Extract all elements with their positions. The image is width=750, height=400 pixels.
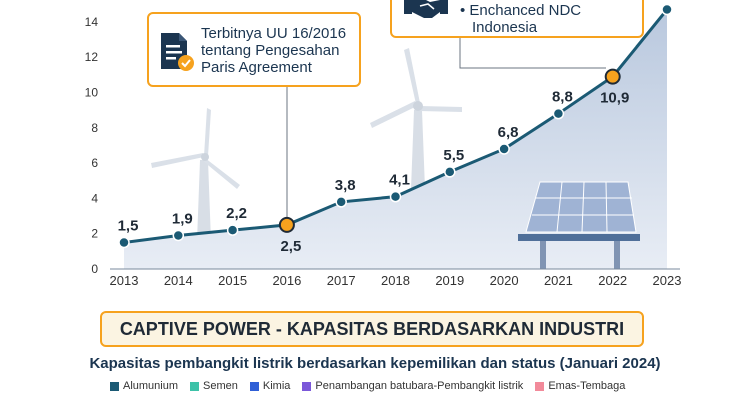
x-tick-label: 2013 xyxy=(110,273,139,288)
data-label: 8,8 xyxy=(552,89,573,106)
data-point xyxy=(389,190,402,203)
data-label: 5,5 xyxy=(443,147,464,164)
data-label: 4,1 xyxy=(389,172,410,189)
data-label: 1,5 xyxy=(118,218,139,235)
data-label: 6,8 xyxy=(498,124,519,141)
chart-subtitle: Kapasitas pembangkit listrik berdasarkan… xyxy=(89,355,661,372)
y-tick-label: 10 xyxy=(85,86,99,100)
x-tick-label: 2021 xyxy=(544,273,573,288)
legend-label: Alumunium xyxy=(123,380,179,392)
legend-swatch xyxy=(190,381,200,391)
callout-1-line-1: Terbitnya UU 16/2016 xyxy=(201,25,347,42)
legend: Alumunium Semen Kimia Penambangan batubara-… xyxy=(110,380,625,392)
data-point xyxy=(335,196,347,208)
x-tick-label: 2018 xyxy=(381,273,410,288)
data-point xyxy=(278,216,295,233)
legend-swatch xyxy=(249,381,259,391)
data-point xyxy=(552,107,565,120)
section-title-banner: CAPTIVE POWER - KAPASITAS BERDASARKAN IN… xyxy=(100,311,644,347)
x-tick-label: 2017 xyxy=(327,273,356,288)
data-point xyxy=(604,68,621,85)
legend-swatch xyxy=(302,381,312,391)
legend-item: Semen xyxy=(190,380,238,392)
x-tick-label: 2016 xyxy=(272,273,301,288)
document-check-icon xyxy=(161,33,194,71)
data-label: 1,9 xyxy=(172,210,193,227)
legend-label: Kimia xyxy=(262,380,291,392)
data-label: 3,8 xyxy=(335,177,356,194)
data-point xyxy=(226,224,239,236)
y-tick-label: 4 xyxy=(91,191,98,205)
y-tick-label: 6 xyxy=(91,156,98,170)
legend-swatch xyxy=(535,381,545,391)
x-axis-ticks: 2013 2014 2015 2016 2017 2018 2019 2020 2021 2022… xyxy=(110,273,682,288)
data-points xyxy=(118,3,673,249)
y-tick-label: 8 xyxy=(91,121,98,135)
data-point xyxy=(118,236,130,249)
y-tick-label: 2 xyxy=(91,227,98,241)
legend-label: Semen xyxy=(203,380,238,392)
callout-2-line-1: • Enchanced NDC xyxy=(460,2,582,19)
data-label: 2,5 xyxy=(280,238,301,255)
data-label: 2,2 xyxy=(226,205,247,222)
callout-1-line-2: tentang Pengesahan xyxy=(201,42,340,59)
data-label: 10,9 xyxy=(600,90,629,107)
handshake-icon xyxy=(404,0,448,18)
data-point xyxy=(498,143,510,155)
x-tick-label: 2019 xyxy=(435,273,464,288)
legend-item: Kimia xyxy=(249,380,291,392)
x-tick-label: 2023 xyxy=(653,273,682,288)
callout-paris-agreement: Terbitnya UU 16/2016 tentang Pengesahan … xyxy=(147,12,361,87)
callout-enhanced-ndc: • Enchanced NDC Indonesia xyxy=(390,0,644,38)
x-tick-label: 2014 xyxy=(164,273,193,288)
y-tick-label: 12 xyxy=(85,50,99,64)
callout-connector-2022 xyxy=(459,38,606,69)
y-axis-ticks: 0 2 4 6 8 10 12 14 xyxy=(85,15,99,276)
x-tick-label: 2020 xyxy=(490,273,519,288)
solar-panel-illustration xyxy=(518,181,640,269)
y-tick-label: 14 xyxy=(85,15,99,29)
callout-1-line-3: Paris Agreement xyxy=(201,59,312,76)
data-point xyxy=(172,229,185,242)
y-tick-label: 0 xyxy=(91,262,98,276)
legend-swatch xyxy=(110,381,119,391)
legend-label: Penambangan batubara-Pembangkit listrik xyxy=(315,380,524,392)
data-labels: 1,5 1,9 2,2 2,5 3,8 4,1 5,5 6,8 8,8 10,9 xyxy=(118,89,630,255)
data-point xyxy=(444,166,456,178)
legend-item: Alumunium xyxy=(110,380,178,392)
data-point xyxy=(661,3,673,16)
legend-item: Emas-Tembaga xyxy=(535,380,625,392)
x-tick-label: 2022 xyxy=(598,273,627,288)
x-tick-label: 2015 xyxy=(218,273,247,288)
capacity-area xyxy=(124,9,667,269)
legend-label: Emas-Tembaga xyxy=(548,380,626,392)
legend-item: Penambangan batubara-Pembangkit listrik xyxy=(302,380,523,392)
callout-2-line-2: Indonesia xyxy=(472,19,538,36)
